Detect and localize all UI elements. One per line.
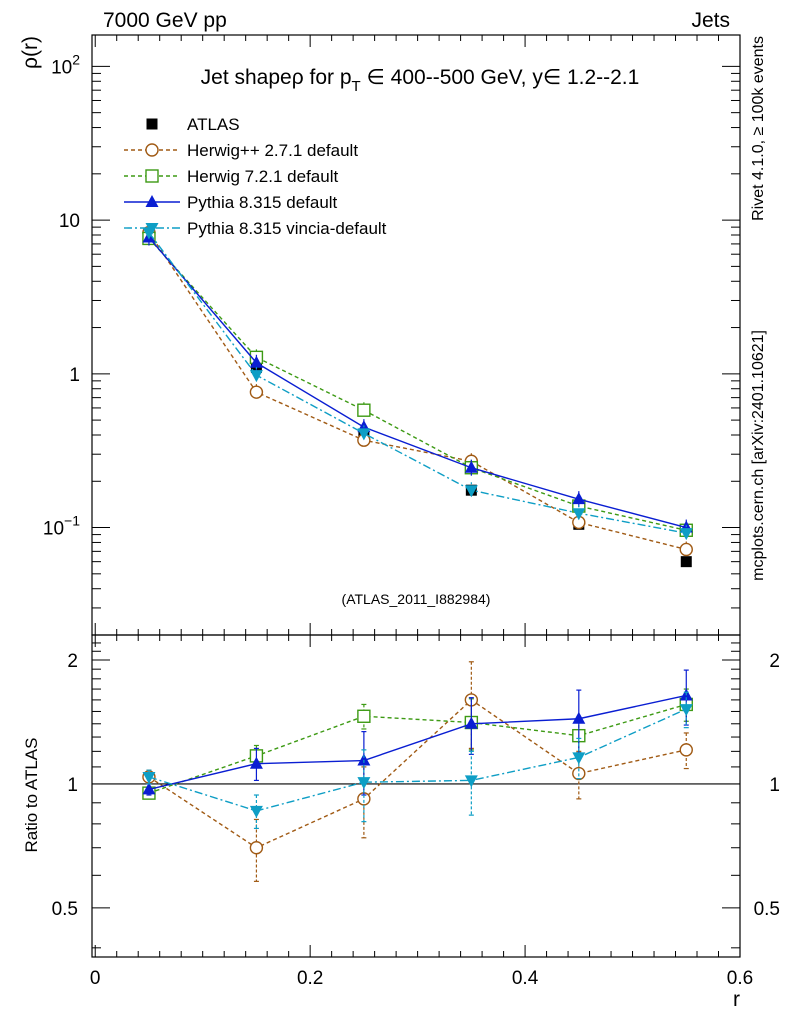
- series-3: [142, 229, 693, 536]
- data-point: [249, 385, 264, 399]
- data-point: [572, 492, 586, 505]
- data-point: [572, 752, 586, 765]
- series-line: [148, 237, 687, 529]
- ratio-line: [148, 694, 687, 791]
- data-point: [357, 428, 371, 441]
- data-point: [142, 771, 156, 784]
- ratio-line: [148, 703, 687, 794]
- data-point: [357, 403, 371, 417]
- ratio-tick-label-left: 1: [67, 775, 78, 796]
- legend-entry: Herwig++ 2.7.1 default: [124, 141, 358, 160]
- ratio-series-3: [142, 669, 693, 796]
- data-point: [357, 753, 371, 766]
- data-point: [142, 782, 156, 795]
- series-4: [142, 224, 693, 542]
- legend-label: Pythia 8.315 default: [187, 193, 338, 212]
- x-tick-label: 0.4: [512, 968, 539, 989]
- legend-entry: Pythia 8.315 default: [124, 193, 338, 212]
- data-point: [464, 716, 478, 729]
- x-tick-label: 0: [90, 968, 101, 989]
- ratio-tick-label-right: 2: [769, 651, 780, 672]
- ratio-tick-label-right: 1: [769, 775, 780, 796]
- data-point: [464, 460, 478, 473]
- y-tick-label: 10: [59, 211, 80, 232]
- data-point: [357, 709, 371, 723]
- header-left-label: 7000 GeV pp: [103, 9, 227, 32]
- data-point: [464, 485, 478, 498]
- ratio-line: [148, 708, 687, 812]
- data-point: [679, 743, 693, 757]
- data-point: [145, 143, 159, 157]
- data-point: [145, 169, 159, 183]
- x-axis-label: r: [733, 988, 740, 1011]
- ratio-tick-label-right: 0.5: [754, 899, 780, 920]
- series-line: [148, 237, 687, 531]
- series-atlas: [143, 229, 692, 568]
- ratio-axis-label: Ratio to ATLAS: [22, 738, 41, 853]
- series-2: [142, 230, 693, 539]
- data-point: [679, 528, 693, 541]
- series-line: [148, 232, 687, 534]
- data-point: [249, 355, 263, 368]
- y-tick-label: 1: [69, 365, 80, 386]
- legend-entry: ATLAS: [146, 115, 240, 134]
- ratio-tick-label-left: 0.5: [52, 899, 78, 920]
- mcplots-credit-label: mcplots.cern.ch [arXiv:2401.10621]: [750, 330, 767, 581]
- legend-label: Pythia 8.315 vincia-default: [187, 219, 387, 238]
- series-line: [148, 232, 687, 551]
- y-tick-label: 10−1: [43, 513, 80, 540]
- data-point: [249, 805, 263, 818]
- header-right-label: Jets: [691, 9, 730, 32]
- rivet-version-label: Rivet 4.1.0, ≥ 100k events: [750, 36, 767, 221]
- x-tick-label: 0.2: [297, 968, 323, 989]
- data-point: [464, 775, 478, 788]
- x-tick-label: 0.6: [727, 968, 753, 989]
- analysis-id-label: (ATLAS_2011_I882984): [342, 591, 491, 607]
- data-point: [145, 223, 159, 235]
- data-point: [357, 777, 371, 790]
- legend-label: Herwig 7.2.1 default: [187, 167, 338, 186]
- data-point: [146, 118, 158, 130]
- y-axis-label: ρ(r): [19, 36, 42, 69]
- data-point: [249, 841, 264, 855]
- y-tick-label: 102: [51, 51, 80, 78]
- data-point: [249, 756, 263, 769]
- legend-entry: Herwig 7.2.1 default: [124, 167, 338, 186]
- data-point: [249, 370, 263, 383]
- ratio-panel-frame: [91, 634, 741, 958]
- data-point: [680, 556, 692, 568]
- ratio-series-4: [142, 691, 693, 829]
- data-point: [145, 195, 159, 207]
- ratio-tick-label-left: 2: [67, 651, 78, 672]
- chart-title: Jet shapeρ for pT ∈ 400--500 GeV, y∈ 1.2…: [201, 66, 640, 95]
- data-point: [679, 704, 693, 717]
- data-point: [572, 711, 586, 724]
- legend-entry: Pythia 8.315 vincia-default: [124, 219, 387, 238]
- data-point: [679, 542, 693, 557]
- legend-label: ATLAS: [187, 115, 240, 134]
- legend-label: Herwig++ 2.7.1 default: [187, 141, 358, 160]
- ratio-line: [148, 699, 687, 849]
- data-point: [572, 508, 586, 521]
